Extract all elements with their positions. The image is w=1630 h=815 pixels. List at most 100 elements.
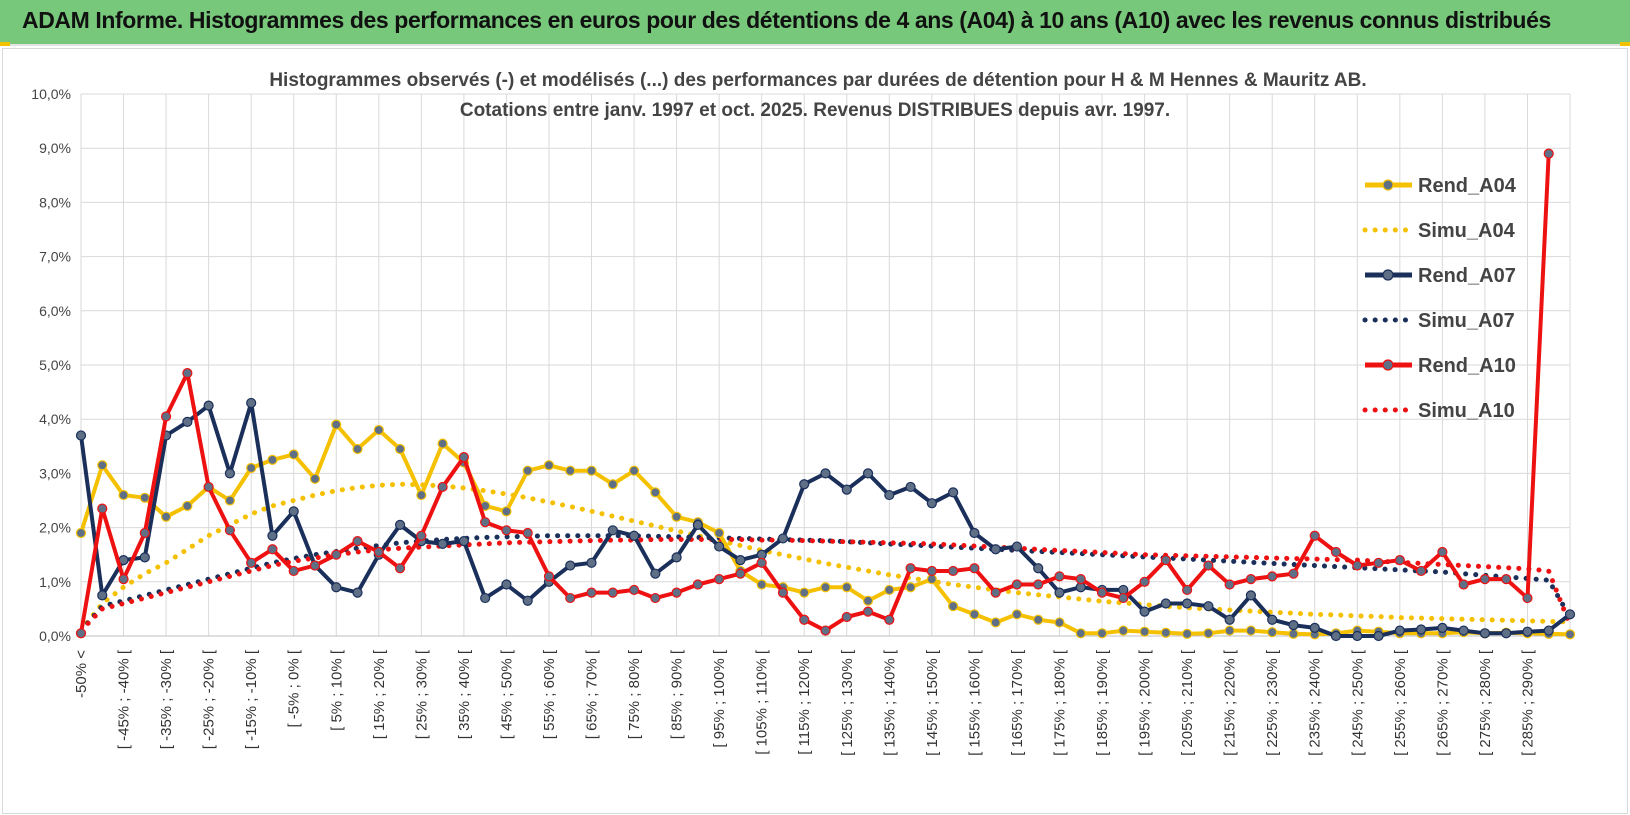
rend-a10-point xyxy=(331,549,342,560)
rend-a10-point xyxy=(1373,557,1384,568)
rend-a07-line xyxy=(79,400,1572,638)
rend-a10-point xyxy=(373,546,384,558)
rend-a10-point xyxy=(1245,573,1257,585)
rend-a07-point xyxy=(437,538,448,549)
rend-a07-point xyxy=(628,530,640,541)
rend-a10-point xyxy=(458,452,469,463)
rend-a07-point xyxy=(458,536,469,547)
rend-a07-point xyxy=(1522,626,1533,637)
rend-a10-point xyxy=(1182,584,1193,596)
rend-a04-point xyxy=(756,579,767,590)
legend-marker-rend-a04 xyxy=(1382,179,1394,191)
corner-accent-left xyxy=(0,42,10,46)
x-tick-label: [ 125% ; 130% [ xyxy=(839,649,856,756)
rend-a07-point xyxy=(671,552,682,563)
rend-a04-point xyxy=(246,462,257,474)
rend-a07-point xyxy=(862,468,874,479)
rend-a10-point xyxy=(862,606,874,617)
gridlines xyxy=(80,93,1571,637)
rend-a10-point xyxy=(1543,148,1554,159)
rend-a04-point xyxy=(352,443,363,455)
rend-a04-point xyxy=(331,419,342,430)
rend-a10-point xyxy=(1309,530,1320,541)
rend-a04-point xyxy=(1139,626,1150,637)
rend-a10-point xyxy=(267,544,278,555)
y-tick-label: 10,0% xyxy=(31,86,71,102)
simu-a04-line xyxy=(78,481,1573,634)
rend-a10-point xyxy=(1501,573,1512,585)
legend-marker-rend-a07 xyxy=(1382,269,1394,281)
rend-a10-point xyxy=(1458,579,1469,590)
x-tick-label: [ 15% ; 20% [ xyxy=(371,649,388,739)
y-tick-label: 8,0% xyxy=(39,194,71,210)
rend-a04-point xyxy=(267,454,278,465)
rend-a10-point xyxy=(501,525,512,536)
rend-a10-point xyxy=(1288,568,1299,579)
rend-a10-point xyxy=(990,587,1001,598)
rend-a04-point xyxy=(309,473,321,484)
rend-a10-point xyxy=(714,573,725,585)
rend-a10-point xyxy=(820,625,831,636)
rend-a07-point xyxy=(1479,628,1491,639)
rend-a07-point xyxy=(1373,630,1384,642)
x-tick-label: [ 35% ; 40% [ xyxy=(456,649,473,739)
rend-a04-point xyxy=(182,500,193,512)
rend-a04-point xyxy=(118,489,129,501)
rend-a07-point xyxy=(182,416,193,428)
rend-a04-point xyxy=(905,582,916,593)
rend-a04-point xyxy=(1245,625,1257,636)
rend-a10-point xyxy=(522,527,533,539)
rend-a10-point xyxy=(1075,573,1086,585)
rend-a07-point xyxy=(1543,625,1554,636)
rend-a10-point xyxy=(1011,579,1023,590)
rend-a10-point xyxy=(692,579,703,590)
rend-a10-point xyxy=(1267,571,1278,582)
rend-a07-point xyxy=(97,590,108,601)
rend-a07-point xyxy=(331,582,342,593)
rend-a07-point xyxy=(394,519,406,530)
rend-a04-point xyxy=(416,489,427,501)
legend-marker-rend-a10 xyxy=(1382,359,1394,371)
x-tick-label: [ 165% ; 170% [ xyxy=(1009,649,1026,756)
rend-a07-point xyxy=(735,555,746,566)
rend-a10-point xyxy=(926,565,937,577)
header-banner: ADAM Informe. Histogrammes des performan… xyxy=(0,0,1630,46)
rend-a04-point xyxy=(1011,609,1023,620)
rend-a10-point xyxy=(1394,555,1405,566)
rend-a10-point xyxy=(1096,587,1108,598)
rend-a07-point xyxy=(267,530,278,541)
rend-a04-point xyxy=(501,506,512,517)
rend-a07-point xyxy=(203,400,214,411)
y-tick-label: 4,0% xyxy=(39,411,71,427)
y-tick-label: 0,0% xyxy=(39,628,71,644)
rend-a04-point xyxy=(543,460,555,471)
rend-a07-point xyxy=(969,527,980,539)
rend-a04-point xyxy=(565,465,576,476)
rend-a07-point xyxy=(1309,622,1320,633)
x-tick-label: [ 185% ; 190% [ xyxy=(1094,649,1111,756)
rend-a10-point xyxy=(735,568,746,579)
rend-a10-point xyxy=(394,563,406,574)
x-tick-label: [ 85% ; 90% [ xyxy=(669,649,686,739)
x-tick-label: [ 115% ; 120% [ xyxy=(796,649,813,755)
rend-a10-point xyxy=(1352,560,1363,571)
rend-a04-point xyxy=(437,438,448,449)
rend-a07-point xyxy=(1564,609,1576,620)
chart-title-line2: Cotations entre janv. 1997 et oct. 2025.… xyxy=(460,100,1170,121)
rend-a04-point xyxy=(884,584,895,596)
rend-a10-point xyxy=(1203,560,1214,571)
x-axis: -50% < [ -45% ; -40% [[ -35% ; -30% [[ -2… xyxy=(73,635,1570,756)
rend-a04-point xyxy=(1564,629,1576,640)
x-tick-label: [ 195% ; 200% [ xyxy=(1137,649,1154,756)
rend-a07-point xyxy=(1267,614,1278,625)
rend-a10-point xyxy=(671,587,682,598)
rend-a04-point xyxy=(990,617,1001,628)
x-tick-label: [ 55% ; 60% [ xyxy=(541,649,558,739)
rend-a07-point xyxy=(1182,598,1193,609)
x-tick-label: [ -45% ; -40% [ xyxy=(116,649,133,749)
chart-title-line1: Histogrammes observés (-) et modélisés (… xyxy=(269,70,1366,91)
rend-a07-point xyxy=(1011,541,1023,552)
chart-frame xyxy=(2,48,1628,814)
rend-a07-point xyxy=(990,544,1001,555)
rend-a07-point xyxy=(1437,622,1448,633)
